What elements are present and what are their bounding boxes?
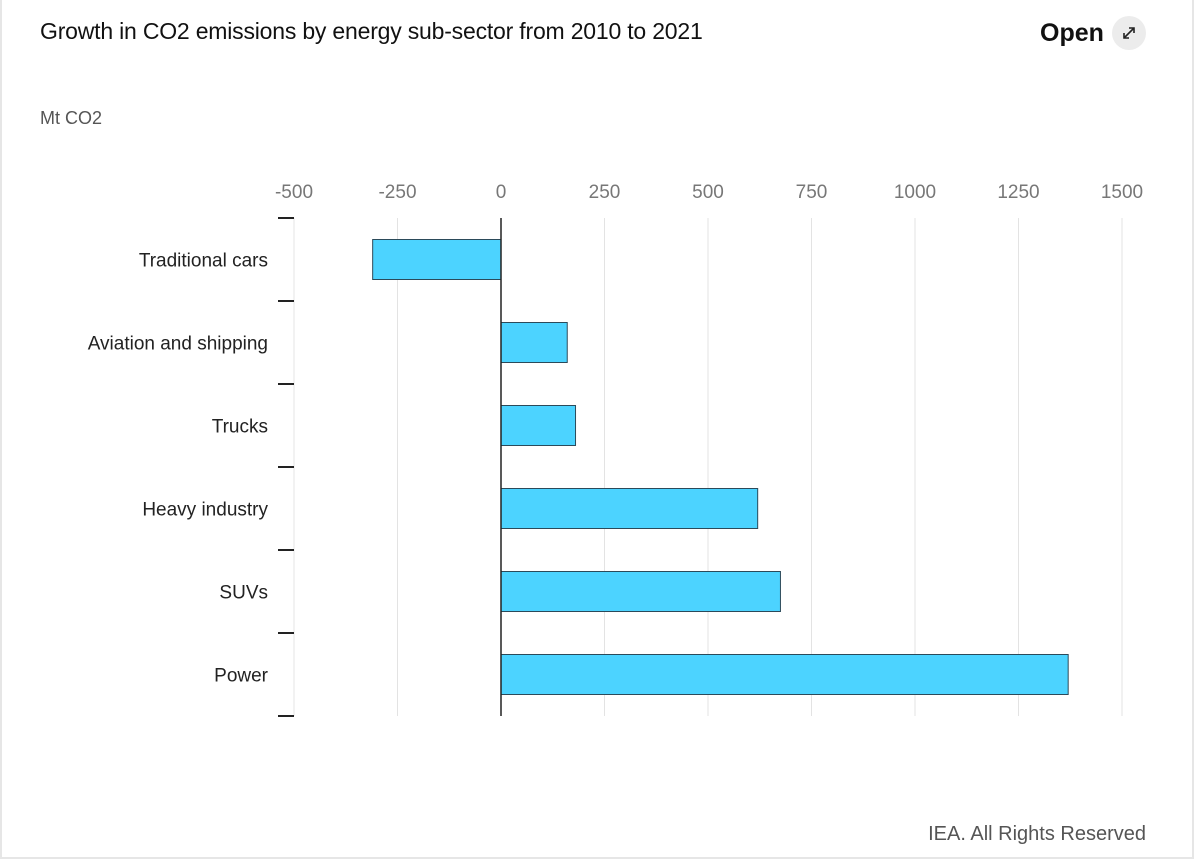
x-tick-label: 0 — [496, 182, 507, 203]
category-label: Heavy industry — [142, 500, 268, 521]
x-tick-label: 250 — [589, 182, 621, 203]
category-label: Trucks — [212, 417, 268, 438]
chart-title: Growth in CO2 emissions by energy sub-se… — [40, 18, 703, 44]
x-tick-label: 750 — [796, 182, 828, 203]
bar — [500, 571, 781, 612]
bars — [372, 239, 1069, 695]
gridlines — [397, 218, 1123, 716]
category-label: SUVs — [219, 583, 268, 604]
bar — [372, 239, 502, 280]
credit-text: IEA. All Rights Reserved — [928, 823, 1146, 845]
x-axis-ticks: -500 -250 0 250 500 750 1000 1250 1500 — [275, 182, 1143, 203]
open-button[interactable]: Open — [1040, 14, 1146, 52]
x-tick-label: 1000 — [894, 182, 936, 203]
category-label: Aviation and shipping — [88, 334, 268, 355]
x-tick-label: 1500 — [1101, 182, 1143, 203]
x-tick-label: -250 — [378, 182, 416, 203]
bar-chart: -500 -250 0 250 500 750 1000 1250 1500 Tradition… — [88, 182, 1143, 717]
open-button-label: Open — [1040, 18, 1104, 47]
x-tick-label: 1250 — [997, 182, 1039, 203]
axes — [278, 217, 502, 717]
category-labels: Traditional cars Aviation and shipping Tru… — [88, 251, 269, 687]
x-tick-label: 500 — [692, 182, 724, 203]
bar — [500, 405, 577, 446]
x-tick-label: -500 — [275, 182, 313, 203]
category-label: Power — [214, 666, 269, 687]
bar — [500, 654, 1069, 695]
bar — [500, 488, 759, 529]
bar — [500, 322, 568, 363]
unit-label: Mt CO2 — [40, 108, 103, 128]
category-label: Traditional cars — [139, 251, 268, 272]
expand-arrows-icon — [1111, 16, 1146, 50]
